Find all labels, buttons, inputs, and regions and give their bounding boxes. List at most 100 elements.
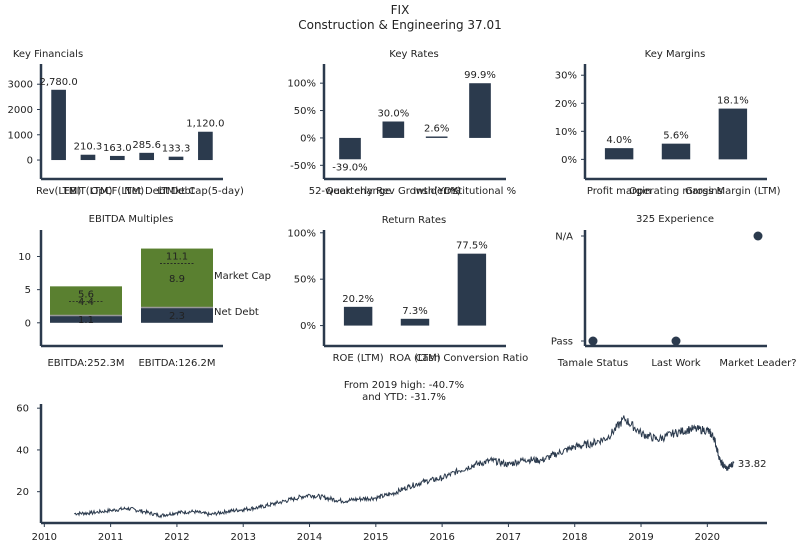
price-xtick-label: 2013 (230, 532, 255, 543)
ticker-title: FIX (390, 3, 410, 17)
experience-category-label: Last Work (651, 358, 701, 369)
ebitda-market-cap-bar (50, 286, 122, 316)
return-rates-ytick-label: 50% (294, 275, 316, 286)
key-financials-bar (168, 156, 184, 161)
key-margins-ytick-label: 20% (555, 99, 577, 110)
key-rates-bar (469, 83, 491, 138)
key-rates-bar (339, 137, 361, 160)
key-financials-category-label: Net Debt (124, 186, 169, 197)
price-xtick-label: 2014 (297, 532, 322, 543)
key-financials-category-label: Rev(LTM) (36, 186, 81, 197)
key-margins-bar (661, 143, 691, 160)
price-xtick-label: 2020 (695, 532, 720, 543)
key-financials-bar (51, 89, 66, 161)
ebitda-category-label: EBITDA:126.2M (138, 358, 215, 369)
experience-category-label: Market Leader? (719, 358, 796, 369)
price-title-line-2: and YTD: -31.7% (362, 392, 446, 403)
key-margins-title: Key Margins (645, 49, 706, 60)
experience-title: 325 Experience (636, 214, 714, 225)
return-rates-ytick-label: 100% (287, 228, 316, 239)
ebitda-market-cap-bar (141, 248, 213, 308)
price-ytick-label: 20 (16, 487, 29, 498)
key-rates-category-label: Institutional % (444, 186, 516, 197)
ebitda-multiples-chart: EBITDA Multiples 0 5 10 1.1 4.45.6 EBITDA:252.… (18, 214, 271, 369)
price-xtick-label: 2015 (363, 532, 388, 543)
ebitda-legend-market-cap: Market Cap (214, 271, 271, 282)
return-rates-bar (457, 253, 487, 326)
return-rates-bar (343, 306, 373, 326)
key-rates-value-label: 2.6% (424, 124, 449, 135)
price-ytick-label: 40 (16, 445, 29, 456)
experience-325-chart: 325 Experience Pass N/A Tamale Status Last W… (551, 214, 797, 369)
ebitda-ytick-label: 5 (25, 285, 31, 296)
ebitda-net-debt-bar (141, 307, 213, 323)
key-financials-value-label: 285.6 (132, 140, 161, 151)
experience-category-label: Tamale Status (557, 358, 628, 369)
key-margins-value-label: 5.6% (663, 131, 688, 142)
price-xtick-label: 2010 (32, 532, 57, 543)
key-financials-title: Key Financials (13, 49, 83, 60)
key-rates-title: Key Rates (389, 49, 438, 60)
key-financials-chart: Key Financials 0 1000 2000 3000 2,780.0 Rev(LT… (8, 49, 245, 197)
price-xtick-label: 2016 (429, 532, 454, 543)
price-history-chart: From 2019 high: -40.7%and YTD: -31.7% 20 4… (16, 380, 767, 543)
key-rates-value-label: 99.9% (464, 70, 496, 81)
return-rates-value-label: 20.2% (342, 294, 374, 305)
key-financials-category-label: LT Debt (157, 186, 195, 197)
key-financials-bar (198, 131, 213, 161)
key-rates-category-label: Quarterly Rev Growth(YOY) (326, 186, 461, 197)
return-rates-bar (400, 318, 430, 326)
key-margins-value-label: 4.0% (606, 135, 631, 146)
price-xtick-label: 2018 (562, 532, 587, 543)
key-rates-ytick-label: 100% (287, 79, 316, 90)
ebitda-net-debt-label: 2.3 (169, 311, 185, 322)
ebitda-total-label: 11.1 (166, 252, 188, 263)
key-financials-category-label: Mkt Cap(5-day) (167, 186, 244, 197)
ebitda-market-cap-label: 8.9 (169, 274, 185, 285)
key-margins-value-label: 18.1% (717, 96, 749, 107)
ebitda-title: EBITDA Multiples (89, 214, 174, 225)
experience-ytick-label: N/A (555, 232, 573, 243)
experience-point (671, 336, 681, 346)
key-margins-ytick-label: 10% (555, 127, 577, 138)
key-margins-bar (604, 148, 634, 160)
key-rates-chart: Key Rates -50% 0% 50% 100% -39.0% 52-week chan… (287, 49, 516, 197)
price-xtick-label: 2019 (628, 532, 653, 543)
key-rates-value-label: -39.0% (332, 162, 367, 173)
price-xtick-label: 2011 (98, 532, 123, 543)
key-financials-value-label: 1,120.0 (186, 119, 224, 130)
price-xtick-label: 2017 (496, 532, 521, 543)
key-financials-ytick-label: 1000 (8, 130, 33, 141)
price-ytick-label: 60 (16, 404, 29, 415)
key-rates-category-label: Insider % (413, 186, 460, 197)
key-margins-bar (718, 108, 748, 160)
return-rates-value-label: 77.5% (456, 241, 488, 252)
key-rates-bar (382, 121, 405, 138)
key-margins-category-label: Profit margin (587, 186, 652, 197)
key-margins-category-label: Gross Margin (LTM) (685, 186, 781, 197)
experience-ytick-label: Pass (551, 337, 573, 348)
experience-point (588, 336, 598, 346)
ebitda-net-debt-label: 1.1 (78, 315, 94, 326)
key-financials-ytick-label: 3000 (8, 80, 33, 91)
price-last-value-label: 33.82 (738, 459, 767, 470)
key-rates-bar (425, 136, 448, 138)
key-financials-bar (109, 155, 125, 161)
price-title-line-1: From 2019 high: -40.7% (344, 380, 464, 391)
return-rates-title: Return Rates (382, 215, 447, 226)
key-rates-ytick-label: -50% (290, 161, 316, 172)
ebitda-market-cap-label: 4.4 (78, 297, 94, 308)
key-financials-ytick-label: 2000 (8, 105, 33, 116)
key-margins-chart: Key Margins 0% 10% 20% 30% 4.0% Profit margin 5… (555, 49, 781, 197)
key-financials-bar (139, 152, 155, 161)
return-rates-chart: Return Rates 0% 50% 100% 20.2% ROE (LTM) 7.3% R… (287, 215, 528, 364)
key-rates-category-label: 52-week change (309, 186, 392, 197)
key-margins-category-label: Operating margins (629, 186, 723, 197)
key-margins-ytick-label: 30% (555, 71, 577, 82)
key-financials-value-label: 210.3 (74, 142, 103, 153)
key-financials-value-label: 133.3 (162, 144, 191, 155)
key-rates-ytick-label: 0% (300, 133, 316, 144)
sector-subtitle: Construction & Engineering 37.01 (298, 18, 502, 32)
